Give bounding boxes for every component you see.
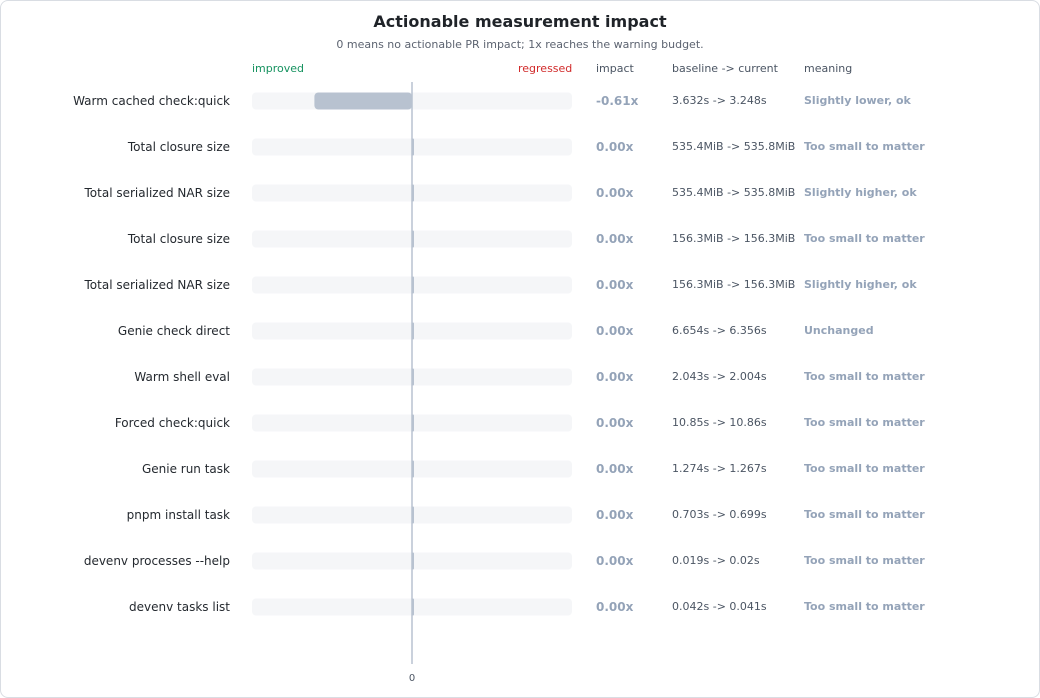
baseline-current-value: 535.4MiB -> 535.8MiB [672, 186, 796, 200]
impact-value: 0.00x [596, 415, 634, 430]
zero-tick-label: 0 [408, 673, 416, 684]
impact-value: 0.00x [596, 507, 634, 522]
impact-value: 0.00x [596, 277, 634, 292]
meaning-column-header: meaning [804, 62, 853, 75]
row-label: pnpm install task [126, 507, 230, 522]
impact-value: -0.61x [596, 93, 639, 108]
meaning-value: Too small to matter [804, 140, 925, 154]
impact-bar [314, 92, 412, 110]
baseline-current-value: 156.3MiB -> 156.3MiB [672, 232, 796, 246]
baseline-current-value: 0.019s -> 0.02s [672, 554, 760, 568]
row-label: devenv tasks list [129, 599, 230, 614]
impact-column-header: impact [596, 62, 634, 75]
baseline-column-header: baseline -> current [672, 62, 778, 75]
row-label: Genie check direct [117, 323, 230, 338]
meaning-value: Too small to matter [804, 462, 925, 476]
impact-value: 0.00x [596, 461, 634, 476]
meaning-value: Too small to matter [804, 554, 925, 568]
baseline-current-value: 0.703s -> 0.699s [672, 508, 767, 522]
improved-direction-label: improved [252, 62, 305, 75]
impact-value: 0.00x [596, 553, 634, 568]
regressed-direction-label: regressed [518, 62, 573, 75]
row-label: Warm shell eval [134, 369, 230, 384]
baseline-current-value: 0.042s -> 0.041s [672, 600, 767, 614]
row-label: Total closure size [127, 139, 230, 154]
impact-value: 0.00x [596, 139, 634, 154]
row-label: Total serialized NAR size [84, 185, 230, 200]
meaning-value: Too small to matter [804, 416, 925, 430]
row-label: devenv processes --help [83, 553, 230, 568]
impact-value: 0.00x [596, 369, 634, 384]
baseline-current-value: 156.3MiB -> 156.3MiB [672, 278, 796, 292]
meaning-value: Slightly higher, ok [804, 278, 917, 292]
baseline-current-value: 1.274s -> 1.267s [672, 462, 767, 476]
chart-subtitle: 0 means no actionable PR impact; 1x reac… [336, 38, 704, 51]
meaning-value: Slightly lower, ok [804, 94, 911, 108]
baseline-current-value: 2.043s -> 2.004s [672, 370, 767, 384]
impact-value: 0.00x [596, 599, 634, 614]
impact-value: 0.00x [596, 231, 634, 246]
row-label: Total closure size [127, 231, 230, 246]
row-label: Genie run task [141, 461, 230, 476]
impact-value: 0.00x [596, 185, 634, 200]
chart-title: Actionable measurement impact [373, 12, 667, 31]
baseline-current-value: 6.654s -> 6.356s [672, 324, 767, 338]
meaning-value: Slightly higher, ok [804, 186, 917, 200]
baseline-current-value: 535.4MiB -> 535.8MiB [672, 140, 796, 154]
impact-value: 0.00x [596, 323, 634, 338]
meaning-value: Too small to matter [804, 508, 925, 522]
meaning-value: Too small to matter [804, 232, 925, 246]
row-label: Total serialized NAR size [84, 277, 230, 292]
meaning-value: Unchanged [804, 324, 874, 338]
row-label: Warm cached check:quick [73, 93, 230, 108]
baseline-current-value: 3.632s -> 3.248s [672, 94, 767, 108]
meaning-value: Too small to matter [804, 600, 925, 614]
meaning-value: Too small to matter [804, 370, 925, 384]
row-label: Forced check:quick [114, 415, 230, 430]
baseline-current-value: 10.85s -> 10.86s [672, 416, 767, 430]
